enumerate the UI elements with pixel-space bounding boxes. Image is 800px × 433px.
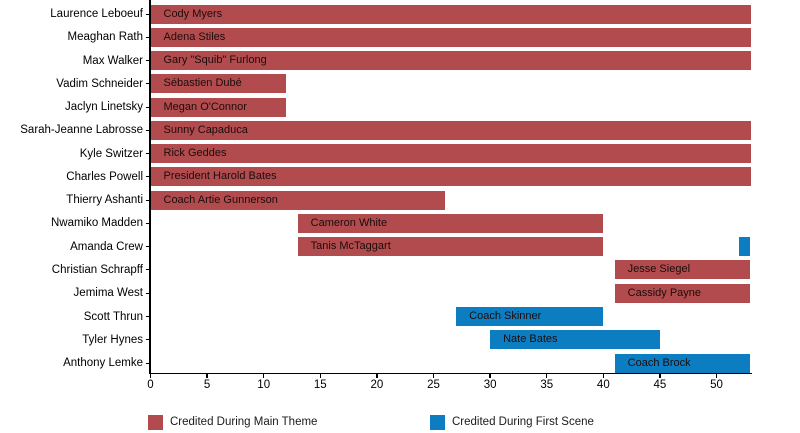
actor-label: Christian Schrapff <box>51 263 143 276</box>
bar-label: Tanis McTaggart <box>310 240 391 253</box>
x-tick <box>545 374 548 378</box>
x-tick-label: 15 <box>313 379 327 391</box>
bar-segment: Cody Myers <box>150 4 751 24</box>
bar-label: Adena Stiles <box>163 30 226 43</box>
actor-label: Thierry Ashanti <box>66 194 143 207</box>
actor-label: Amanda Crew <box>70 240 143 253</box>
actor-label: Tyler Hynes <box>82 333 143 346</box>
x-tick-label: 40 <box>596 379 610 391</box>
x-tick-label: 30 <box>483 379 497 391</box>
bar-segment: Coach Artie Gunnerson <box>150 190 445 210</box>
actor-label: Max Walker <box>82 54 143 67</box>
x-tick <box>432 374 435 378</box>
x-tick-label: 5 <box>203 379 211 391</box>
bar-segment: Jesse Siegel <box>614 260 751 280</box>
y-axis-line <box>149 0 151 374</box>
x-tick-label: 35 <box>540 379 554 391</box>
y-tick <box>146 129 149 131</box>
bar-label: Coach Artie Gunnerson <box>163 193 278 206</box>
bar-label: Nate Bates <box>503 333 558 346</box>
legend-swatch-main-theme-icon <box>148 415 163 430</box>
bar-label: Megan O'Connor <box>163 100 247 113</box>
bar-segment: President Harold Bates <box>150 167 751 187</box>
x-tick <box>376 374 378 378</box>
x-tick <box>602 374 605 378</box>
bar-label: Cody Myers <box>163 7 223 20</box>
bar-label: Sunny Capaduca <box>163 123 248 136</box>
legend-swatch-first-scene-icon <box>430 415 445 430</box>
y-tick <box>146 83 149 85</box>
bar-segment: Sunny Capaduca <box>150 120 751 140</box>
y-tick <box>146 222 149 224</box>
bar-segment: Nate Bates <box>490 330 660 350</box>
y-tick <box>146 153 149 155</box>
bar-segment: Cameron White <box>297 213 604 233</box>
y-tick <box>146 13 149 15</box>
bar-label: Cameron White <box>310 216 388 229</box>
bar-label: Gary "Squib" Furlong <box>163 54 267 67</box>
y-tick <box>146 246 149 248</box>
legend-label-first-scene: Credited During First Scene <box>452 416 594 428</box>
y-tick <box>146 60 149 62</box>
x-tick <box>319 374 322 378</box>
actor-label: Sarah-Jeanne Labrosse <box>20 124 143 137</box>
legend-label-main-theme: Credited During Main Theme <box>170 416 318 428</box>
bar-label: President Harold Bates <box>163 170 277 183</box>
x-tick <box>206 374 208 378</box>
x-tick <box>489 374 491 378</box>
x-tick <box>715 374 718 378</box>
bar-segment <box>739 237 751 257</box>
bar-segment: Rick Geddes <box>150 144 751 164</box>
bar-segment: Adena Stiles <box>150 27 751 47</box>
y-tick <box>146 106 149 108</box>
y-tick <box>146 199 149 201</box>
bar-segment: Sébastien Dubé <box>150 74 287 94</box>
bar-label: Coach Brock <box>627 356 691 369</box>
bar-label: Sébastien Dubé <box>163 77 242 90</box>
x-tick-label: 25 <box>427 379 440 391</box>
bar-segment: Gary "Squib" Furlong <box>150 51 751 71</box>
bar-label: Rick Geddes <box>163 147 227 160</box>
x-tick <box>149 374 152 378</box>
x-tick <box>262 374 265 378</box>
x-tick-label: 20 <box>370 379 384 391</box>
bar-segment: Megan O'Connor <box>150 97 287 117</box>
actor-label: Charles Powell <box>66 170 143 183</box>
bar-segment: Cassidy Payne <box>614 283 751 303</box>
bar-label: Cassidy Payne <box>627 286 702 299</box>
bar-segment: Coach Brock <box>614 353 751 373</box>
actor-label: Kyle Switzer <box>79 147 143 160</box>
bar-label: Coach Skinner <box>469 310 542 322</box>
y-tick <box>146 316 149 317</box>
actor-label: Anthony Lemke <box>63 357 143 370</box>
actor-label: Laurence Leboeuf <box>50 8 143 20</box>
y-tick <box>146 269 149 271</box>
actor-label: Vadim Schneider <box>56 77 143 90</box>
x-tick <box>659 374 661 378</box>
y-tick <box>146 292 149 294</box>
actor-label: Scott Thrun <box>83 310 143 323</box>
x-axis-line <box>149 372 752 374</box>
actor-label: Nwamiko Madden <box>50 217 143 230</box>
bar-label: Jesse Siegel <box>627 263 691 276</box>
bar-segment: Coach Skinner <box>456 307 604 326</box>
bar-segment: Tanis McTaggart <box>297 237 604 257</box>
y-tick <box>146 362 149 364</box>
actor-label: Jaclyn Linetsky <box>65 101 143 114</box>
x-tick-label: 0 <box>147 379 154 391</box>
actor-label: Meaghan Rath <box>67 31 143 44</box>
y-tick <box>146 36 149 38</box>
y-tick <box>146 176 149 178</box>
actor-label: Jemima West <box>73 287 143 300</box>
x-tick-label: 10 <box>257 379 271 391</box>
x-tick-label: 50 <box>710 379 723 391</box>
x-tick-label: 45 <box>653 379 667 391</box>
y-tick <box>146 339 149 341</box>
